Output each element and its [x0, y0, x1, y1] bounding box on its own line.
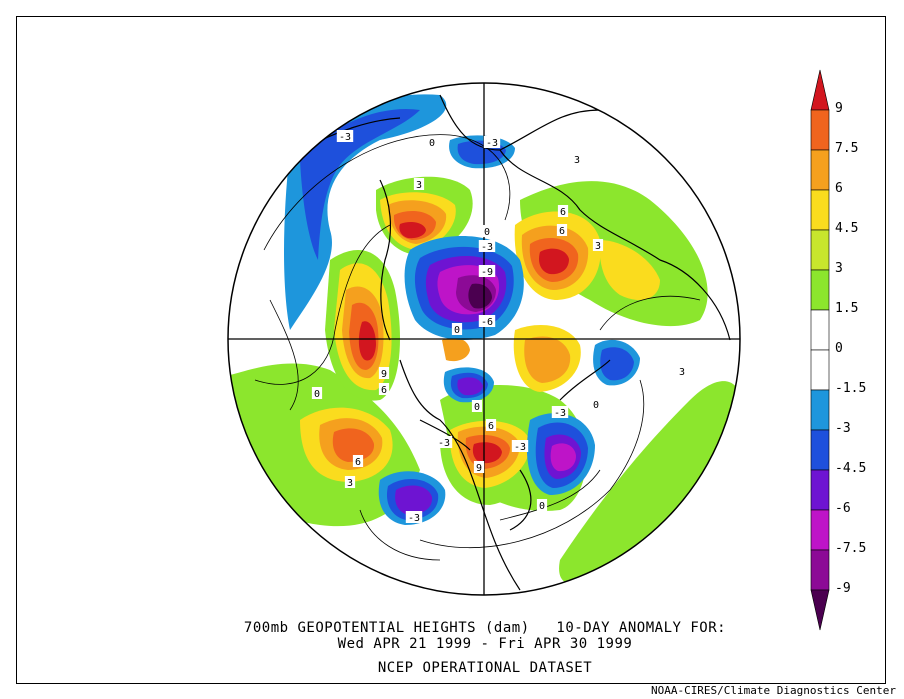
contour-label: -3 [514, 442, 526, 453]
contour-label-bg [478, 265, 496, 277]
colorbar-label: -3 [835, 421, 851, 436]
contour-label: -3 [408, 513, 420, 524]
contour-label: -6 [481, 317, 493, 328]
contour-label: 3 [416, 180, 422, 191]
contour-label-bg [478, 315, 496, 327]
contour-label-bg [378, 367, 390, 379]
contour-label-bg [471, 400, 483, 412]
positive-anomaly-field [230, 176, 740, 585]
colorbar-label: 7.5 [835, 141, 859, 156]
colorbar-label: -6 [835, 501, 851, 516]
contour-label-bg [413, 178, 425, 190]
map-boundary [227, 82, 741, 596]
colorbar-label: 0 [835, 341, 843, 356]
contour-label-bg [557, 205, 569, 217]
contour-label: 0 [454, 325, 460, 336]
contour-label-bg [378, 383, 390, 395]
colorbar-swatch [810, 509, 830, 551]
colorbar-swatch [810, 109, 830, 151]
colorbar-swatch [810, 149, 830, 191]
contour-label-bg [451, 323, 463, 335]
contour-label-bg [485, 419, 497, 431]
colorbar-label: 4.5 [835, 221, 859, 236]
contour-label-bg [590, 398, 602, 410]
colorbar-swatch [810, 269, 830, 311]
contour-label-bg [435, 436, 453, 448]
contour-label: 3 [574, 155, 580, 166]
contour-label: 6 [381, 385, 387, 396]
contour-label: 6 [560, 207, 566, 218]
colorbar-label: 1.5 [835, 301, 859, 316]
contour-label-bg [551, 406, 569, 418]
colorbar-swatch [810, 309, 830, 351]
contour-label: 6 [355, 457, 361, 468]
colorbar-label: -4.5 [835, 461, 867, 476]
contour-label: -3 [339, 132, 351, 143]
caption-line-2: Wed APR 21 1999 - Fri APR 30 1999 [337, 636, 633, 652]
contour-label: 3 [347, 478, 353, 489]
contour-label-bg [426, 136, 438, 148]
colorbar-swatch [810, 229, 830, 271]
contour-label: -3 [486, 138, 498, 149]
colorbar-label: 6 [835, 181, 843, 196]
contour-label-bg [481, 225, 493, 237]
colorbar-label: -9 [835, 581, 851, 596]
contour-label-bg [352, 455, 364, 467]
caption-line-3: NCEP OPERATIONAL DATASET [377, 660, 593, 676]
contour-label: 0 [484, 227, 490, 238]
contour-label-bg [571, 153, 583, 165]
contour-label-bg [336, 130, 354, 142]
colorbar-swatch [810, 429, 830, 471]
contour-label-bg [344, 476, 356, 488]
contour-label: 9 [381, 369, 387, 380]
contour-label: -9 [481, 267, 493, 278]
contour-label: 6 [488, 421, 494, 432]
colorbar-swatch [810, 389, 830, 431]
contour-label: -3 [438, 438, 450, 449]
colorbar-label: 9 [835, 101, 843, 116]
contour-label: 3 [595, 241, 601, 252]
colorbar-swatch [810, 349, 830, 391]
contour-label-bg [536, 499, 548, 511]
colorbar-label: 3 [835, 261, 843, 276]
contour-label: 0 [474, 402, 480, 413]
contour-label-bg [473, 461, 485, 473]
contour-label-bg [478, 240, 496, 252]
colorbar-label: -1.5 [835, 381, 867, 396]
contour-label: 0 [314, 389, 320, 400]
plot-frame [16, 16, 886, 684]
contour-label: 0 [539, 501, 545, 512]
contour-label-bg [483, 136, 501, 148]
contour-label: -3 [481, 242, 493, 253]
contour-lines [254, 134, 701, 561]
contour-label: 6 [559, 226, 565, 237]
contour-label-bg [676, 365, 688, 377]
colorbar-swatch [810, 549, 830, 591]
colorbar-label: -7.5 [835, 541, 867, 556]
colorbar [810, 69, 830, 631]
contour-label: -3 [554, 408, 566, 419]
colorbar-swatch [810, 189, 830, 231]
contour-label: 0 [593, 400, 599, 411]
colorbar-swatch [810, 69, 830, 111]
contour-label: 9 [476, 463, 482, 474]
caption-line-1: 700mb GEOPOTENTIAL HEIGHTS (dam) 10-DAY … [243, 620, 727, 636]
credit-text: NOAA-CIRES/Climate Diagnostics Center [650, 684, 896, 697]
contour-label-bg [592, 239, 604, 251]
colorbar-swatch [810, 589, 830, 631]
contour-label-bg [511, 440, 529, 452]
contour-label-bg [405, 511, 423, 523]
contour-label: 0 [429, 138, 435, 149]
contour-label-bg [311, 387, 323, 399]
colorbar-swatch [810, 469, 830, 511]
contour-label: 3 [679, 367, 685, 378]
contour-label-bg [556, 224, 568, 236]
